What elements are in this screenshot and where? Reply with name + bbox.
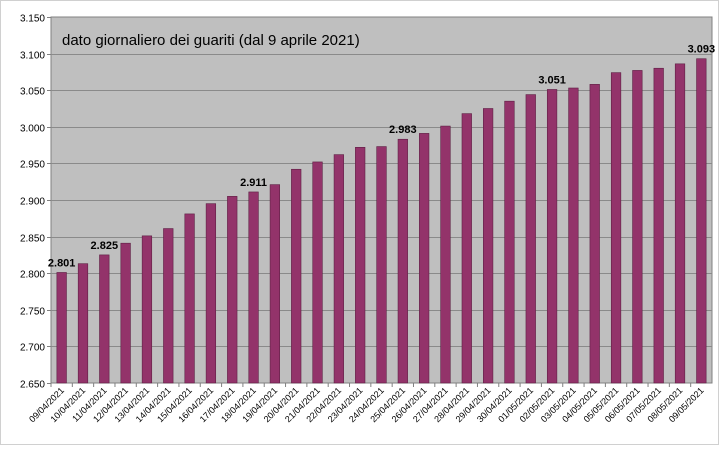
y-tick-label: 3.000	[20, 124, 45, 135]
bar	[99, 254, 110, 384]
y-tick-label: 2.650	[20, 380, 45, 391]
y-tick-label: 2.900	[20, 197, 45, 208]
bar	[355, 147, 366, 384]
bar	[77, 263, 89, 384]
bar	[440, 125, 451, 384]
bar	[696, 58, 707, 384]
bars	[56, 58, 707, 384]
chart-title: dato giornaliero dei guariti (dal 9 apri…	[62, 32, 360, 49]
data-label: 2.801	[48, 257, 76, 269]
y-tick-label: 2.850	[20, 234, 45, 245]
bar	[589, 84, 600, 384]
bar	[376, 146, 387, 384]
y-tick-label: 2.950	[20, 160, 45, 171]
data-labels: 2.801 2.825 2.911 2.983 3.051 3.093	[48, 44, 715, 270]
data-label: 3.093	[688, 44, 716, 56]
bar	[291, 168, 302, 384]
data-label: 2.911	[240, 177, 267, 189]
bar	[568, 87, 579, 384]
bar	[184, 213, 195, 384]
y-tick-label: 2.700	[20, 343, 45, 354]
bar	[653, 67, 664, 384]
data-label: 2.825	[91, 240, 119, 252]
bar	[248, 191, 259, 384]
bar	[525, 94, 536, 384]
bar	[120, 242, 131, 384]
data-label: 3.051	[538, 74, 566, 86]
bar	[269, 184, 280, 384]
bar	[483, 108, 494, 384]
y-tick-label: 3.050	[20, 87, 45, 98]
y-tick-label: 2.800	[20, 270, 45, 281]
bar	[141, 235, 153, 384]
bar	[632, 70, 643, 384]
y-tick-label: 3.100	[20, 51, 45, 62]
y-tick-label: 3.150	[20, 14, 45, 25]
bar	[674, 63, 686, 384]
bar	[56, 272, 67, 384]
bar	[397, 138, 408, 384]
y-tick-label: 2.750	[20, 307, 45, 318]
bar	[205, 203, 217, 384]
bar	[163, 228, 174, 384]
bar	[333, 154, 344, 384]
bar	[504, 100, 515, 384]
bar	[610, 72, 622, 384]
data-label: 2.983	[389, 124, 417, 136]
y-axis: 2.650 2.700 2.750 2.800 2.850 2.900 2.950 3.000…	[20, 14, 51, 391]
bar	[227, 196, 238, 384]
bar	[312, 161, 323, 384]
bar	[546, 89, 558, 384]
bar	[419, 133, 430, 384]
bar	[461, 113, 472, 384]
